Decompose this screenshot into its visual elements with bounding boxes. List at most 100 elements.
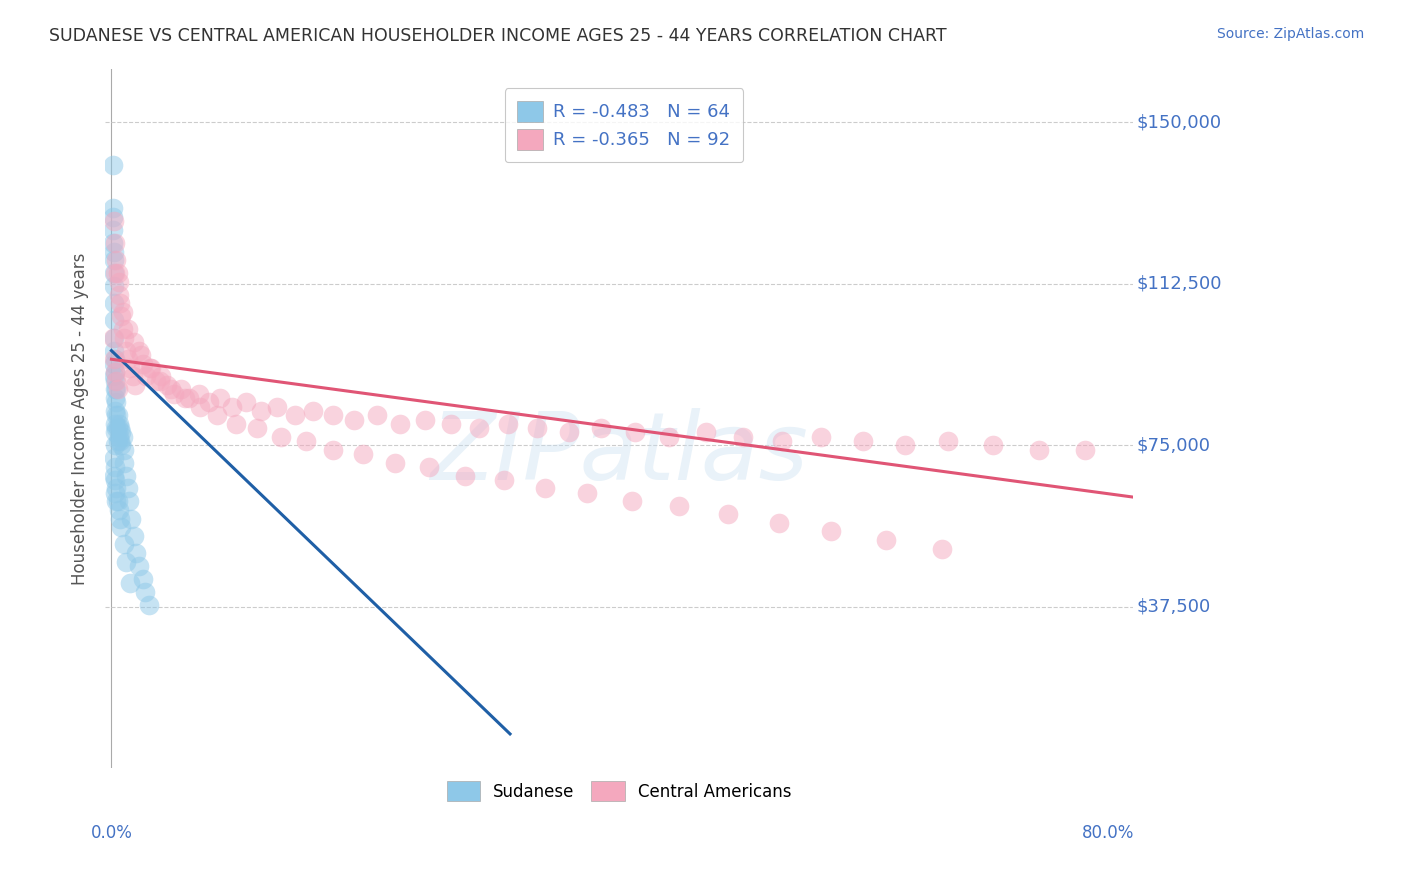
Text: $75,000: $75,000	[1136, 436, 1211, 454]
Point	[454, 468, 477, 483]
Text: $112,500: $112,500	[1136, 275, 1222, 293]
Point	[125, 546, 148, 560]
Point	[124, 378, 146, 392]
Text: $37,500: $37,500	[1136, 598, 1211, 615]
Point	[270, 430, 292, 444]
Point	[108, 421, 131, 435]
Point	[128, 558, 150, 573]
Point	[352, 447, 374, 461]
Point	[131, 357, 153, 371]
Point	[101, 331, 124, 345]
Point	[658, 430, 681, 444]
Point	[103, 369, 125, 384]
Point	[101, 202, 124, 216]
Point	[302, 404, 325, 418]
Point	[366, 408, 388, 422]
Point	[117, 482, 139, 496]
Point	[695, 425, 717, 440]
Point	[131, 348, 153, 362]
Point	[104, 235, 127, 250]
Point	[235, 395, 257, 409]
Point	[104, 459, 127, 474]
Point	[108, 417, 131, 431]
Point	[104, 425, 127, 440]
Point	[145, 374, 167, 388]
Point	[108, 511, 131, 525]
Point	[104, 352, 127, 367]
Point	[108, 430, 131, 444]
Point	[468, 421, 491, 435]
Point	[103, 253, 125, 268]
Point	[557, 425, 579, 440]
Point	[668, 499, 690, 513]
Point	[105, 421, 128, 435]
Point	[128, 343, 150, 358]
Point	[931, 541, 953, 556]
Point	[103, 357, 125, 371]
Y-axis label: Householder Income Ages 25 - 44 years: Householder Income Ages 25 - 44 years	[72, 252, 89, 584]
Point	[112, 537, 135, 551]
Text: ZIPatlas: ZIPatlas	[430, 408, 808, 499]
Point	[266, 400, 288, 414]
Point	[105, 383, 128, 397]
Point	[118, 494, 141, 508]
Point	[418, 459, 440, 474]
Point	[717, 508, 740, 522]
Point	[177, 391, 200, 405]
Point	[103, 313, 125, 327]
Legend: Sudanese, Central Americans: Sudanese, Central Americans	[439, 773, 800, 809]
Point	[105, 395, 128, 409]
Point	[105, 374, 128, 388]
Point	[170, 383, 193, 397]
Point	[810, 430, 832, 444]
Point	[104, 473, 127, 487]
Point	[122, 334, 145, 349]
Point	[526, 421, 548, 435]
Point	[111, 322, 134, 336]
Point	[322, 408, 344, 422]
Point	[1074, 442, 1097, 457]
Point	[105, 408, 128, 422]
Point	[110, 520, 132, 534]
Point	[135, 369, 157, 384]
Point	[103, 244, 125, 259]
Point	[621, 494, 644, 508]
Point	[104, 365, 127, 379]
Point	[440, 417, 463, 431]
Point	[322, 442, 344, 457]
Point	[111, 305, 134, 319]
Point	[103, 279, 125, 293]
Point	[103, 214, 125, 228]
Point	[104, 374, 127, 388]
Point	[108, 296, 131, 310]
Point	[389, 417, 412, 431]
Point	[188, 400, 211, 414]
Text: 0.0%: 0.0%	[90, 824, 132, 842]
Point	[492, 473, 515, 487]
Point	[294, 434, 316, 448]
Point	[246, 421, 269, 435]
Point	[187, 386, 209, 401]
Point	[250, 404, 273, 418]
Text: 80.0%: 80.0%	[1081, 824, 1135, 842]
Point	[104, 404, 127, 418]
Point	[105, 494, 128, 508]
Point	[384, 456, 406, 470]
Point	[120, 576, 142, 591]
Point	[104, 417, 127, 431]
Text: SUDANESE VS CENTRAL AMERICAN HOUSEHOLDER INCOME AGES 25 - 44 YEARS CORRELATION C: SUDANESE VS CENTRAL AMERICAN HOUSEHOLDER…	[49, 27, 946, 45]
Point	[496, 417, 519, 431]
Point	[104, 485, 127, 500]
Point	[108, 434, 131, 448]
Point	[107, 408, 129, 422]
Point	[104, 391, 127, 405]
Point	[141, 360, 163, 375]
Point	[174, 391, 197, 405]
Point	[105, 253, 128, 268]
Point	[115, 555, 138, 569]
Point	[110, 425, 132, 440]
Point	[101, 210, 124, 224]
Point	[207, 408, 229, 422]
Point	[770, 434, 793, 448]
Point	[108, 275, 131, 289]
